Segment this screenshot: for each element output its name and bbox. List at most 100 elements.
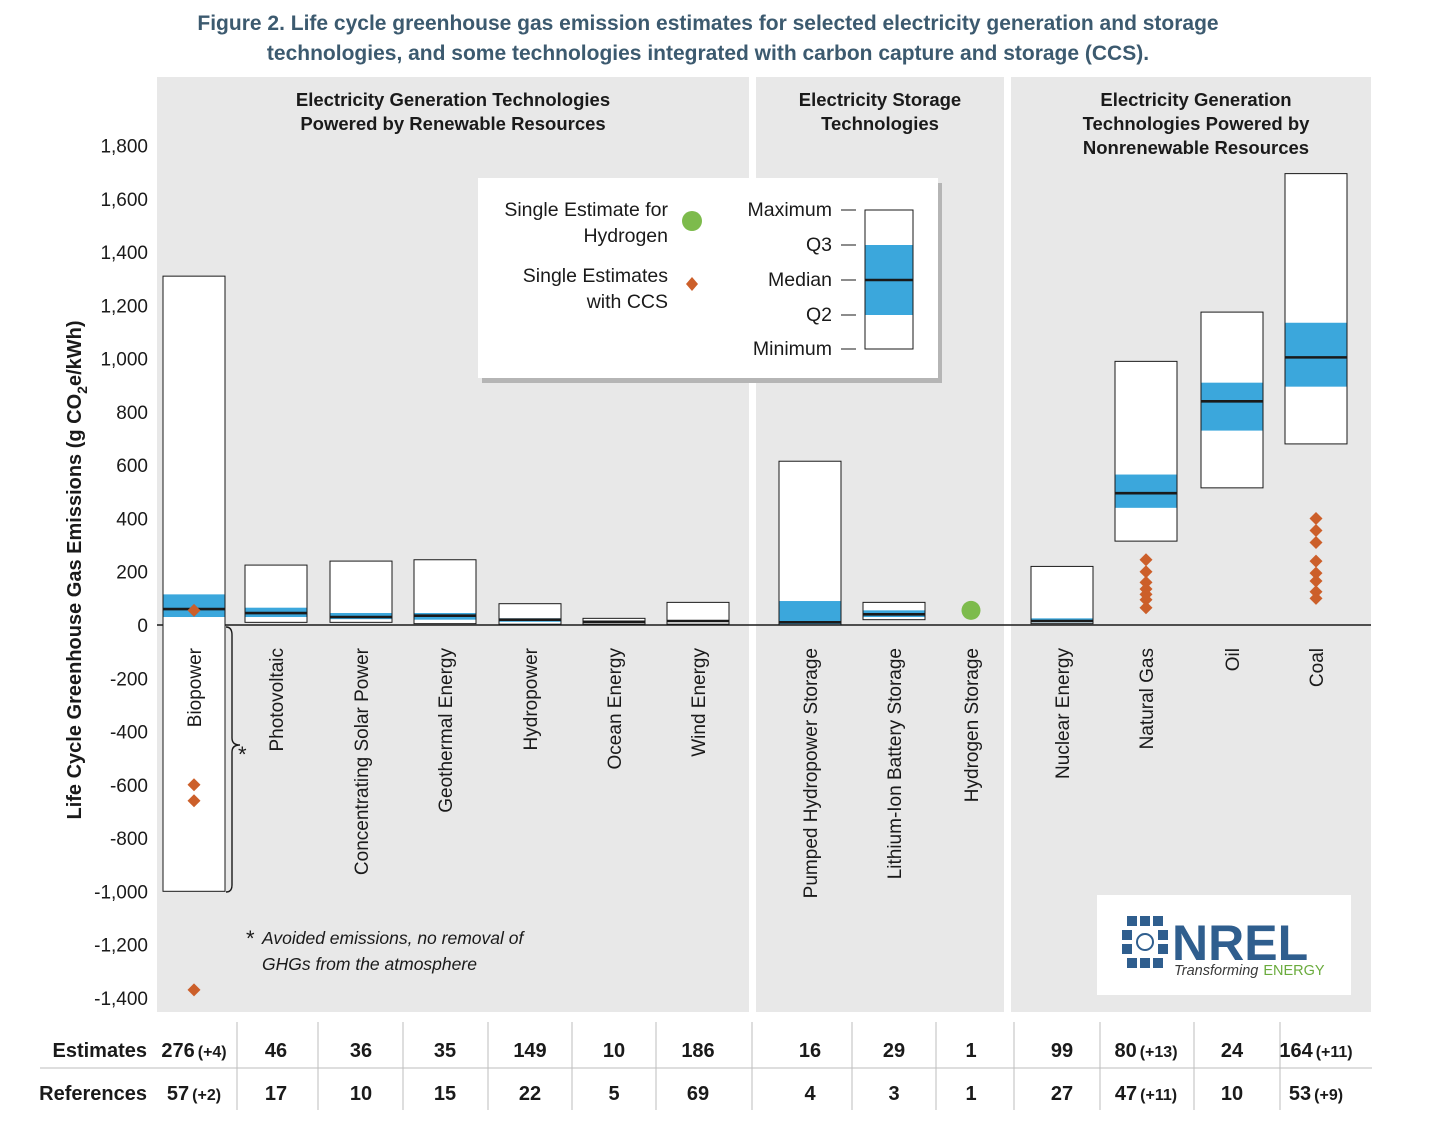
natural-gas-box-outline — [1114, 360, 1178, 542]
estimates-cell: 16 — [799, 1040, 821, 1062]
y-tick-label: 600 — [116, 456, 148, 477]
natural-gas-ccs-estimate — [1139, 593, 1153, 607]
category-labels: Biopower Photovoltaic Concentrating Solar … — [185, 647, 1328, 898]
coal-ccs-estimate — [1309, 535, 1323, 549]
concentrating-solar-power-category-label: Concentrating Solar Power — [352, 647, 373, 875]
coal-iqr-box — [1285, 322, 1347, 387]
legend-hydrogen-marker — [682, 211, 702, 231]
natural-gas-range-box — [1115, 361, 1177, 542]
biopower-ccs-estimate — [187, 603, 201, 617]
legend-minimum-label: Minimum — [753, 338, 832, 360]
panel-nonrenewable-title-3: Nonrenewable Resources — [1083, 137, 1309, 158]
table-cells: 276 (+4) 46 36 35 149 10 186 16 29 1 99 80 (+13) 24 164… — [161, 1022, 1353, 1110]
biopower-ccs-estimate — [187, 794, 201, 808]
y-tick-label: -1,400 — [94, 989, 148, 1010]
oil-category-label: Oil — [1223, 648, 1244, 671]
nuclear-energy-box-outline — [1030, 565, 1094, 625]
references-cell: 3 — [888, 1083, 899, 1105]
references-cell: 10 — [350, 1083, 372, 1105]
nuclear-energy-category-label: Nuclear Energy — [1053, 648, 1074, 779]
legend-ccs-marker — [686, 277, 698, 291]
estimates-cell: 24 — [1221, 1040, 1244, 1062]
wind-energy-range-box — [667, 602, 729, 625]
references-cell: 27 — [1051, 1083, 1073, 1105]
estimates-cell: 149 — [513, 1040, 546, 1062]
references-cell: 69 — [687, 1083, 709, 1105]
biopower-box-outline — [162, 275, 226, 892]
nrel-emblem-icon — [1122, 916, 1168, 968]
nrel-tagline-main: Transforming — [1174, 963, 1258, 979]
y-tick-label: 1,000 — [100, 350, 148, 371]
legend-box-sample-border — [864, 209, 914, 350]
ocean-energy-box-outline — [582, 617, 646, 625]
hydropower-category-label: Hydropower — [521, 647, 542, 750]
pumped-hydropower-storage-box-outline — [778, 460, 842, 626]
coal-box-outline — [1284, 173, 1348, 445]
y-axis-ticks: 1,800 1,600 1,400 1,200 1,000 800 600 400 200 0 -2… — [94, 137, 148, 1010]
nuclear-energy-range-box — [1031, 566, 1093, 624]
oil-box-outline — [1200, 311, 1264, 489]
y-tick-label: 400 — [116, 509, 148, 530]
oil-iqr-box — [1201, 382, 1263, 431]
references-cell: 4 — [804, 1083, 816, 1105]
footnote-asterisk: * — [246, 926, 255, 951]
photovoltaic-box-outline — [244, 564, 308, 623]
natural-gas-ccs-estimate — [1139, 565, 1153, 579]
coal-ccs-estimate — [1309, 574, 1323, 588]
footnote-line-1: Avoided emissions, no removal of — [261, 928, 525, 948]
estimates-cell: 36 — [350, 1040, 372, 1062]
natural-gas-category-label: Natural Gas — [1137, 648, 1158, 749]
y-tick-label: 200 — [116, 563, 148, 584]
natural-gas-iqr-box — [1115, 474, 1177, 508]
coal-ccs-estimate — [1309, 511, 1323, 525]
panel-renewable-title-1: Electricity Generation Technologies — [296, 89, 610, 110]
y-tick-label: 1,600 — [100, 190, 148, 211]
box-plots — [162, 173, 1348, 892]
references-cell: 5 — [608, 1083, 619, 1105]
y-tick-label: 1,400 — [100, 243, 148, 264]
estimates-cell: 164 (+11) — [1279, 1040, 1352, 1062]
point-markers — [187, 511, 1323, 997]
natural-gas-ccs-estimate — [1139, 575, 1153, 589]
estimates-cell: 99 — [1051, 1040, 1073, 1062]
references-cell: 17 — [265, 1083, 287, 1105]
legend-ccs-label-2: with CCS — [586, 291, 668, 313]
legend-maximum-label: Maximum — [747, 199, 832, 221]
estimates-row-label: Estimates — [53, 1040, 148, 1062]
coal-ccs-estimate — [1309, 554, 1323, 568]
nrel-wordmark: NREL — [1172, 915, 1308, 971]
biopower-ccs-estimate — [187, 983, 201, 997]
y-tick-label: 1,200 — [100, 296, 148, 317]
legend-ccs-label-1: Single Estimates — [523, 265, 668, 287]
concentrating-solar-power-range-box — [330, 561, 392, 623]
photovoltaic-category-label: Photovoltaic — [267, 648, 288, 752]
biopower-category-label: Biopower — [185, 647, 206, 727]
geothermal-energy-category-label: Geothermal Energy — [436, 648, 457, 813]
coal-ccs-estimate — [1309, 585, 1323, 599]
coal-ccs-estimate — [1309, 523, 1323, 537]
geothermal-energy-box-outline — [413, 559, 477, 625]
wind-energy-category-label: Wind Energy — [689, 648, 710, 757]
y-tick-label: -800 — [110, 829, 148, 850]
nrel-tagline: Transforming ENERGY — [1174, 963, 1325, 979]
lithium-ion-battery-storage-category-label: Lithium-Ion Battery Storage — [885, 648, 906, 879]
references-row-label: References — [39, 1083, 147, 1105]
panel-storage-title-1: Electricity Storage — [799, 89, 961, 110]
ocean-energy-category-label: Ocean Energy — [605, 648, 626, 770]
y-tick-label: -200 — [110, 669, 148, 690]
legend-q2-label: Q2 — [806, 304, 832, 326]
natural-gas-ccs-estimate — [1139, 601, 1153, 615]
y-tick-label: -1,200 — [94, 936, 148, 957]
estimates-cell: 276 (+4) — [161, 1040, 226, 1062]
estimates-cell: 1 — [965, 1040, 976, 1062]
legend-hydrogen-label-1: Single Estimate for — [504, 199, 668, 221]
coal-ccs-estimate — [1309, 591, 1323, 605]
nrel-tagline-accent: ENERGY — [1263, 963, 1325, 979]
references-cell: 47 (+11) — [1115, 1083, 1177, 1105]
legend-hydrogen-label-2: Hydrogen — [583, 225, 668, 247]
estimates-cell: 10 — [603, 1040, 625, 1062]
legend: Single Estimate for Hydrogen Single Esti… — [478, 178, 942, 383]
y-tick-label: -600 — [110, 776, 148, 797]
footnote-line-2: GHGs from the atmosphere — [262, 954, 477, 974]
